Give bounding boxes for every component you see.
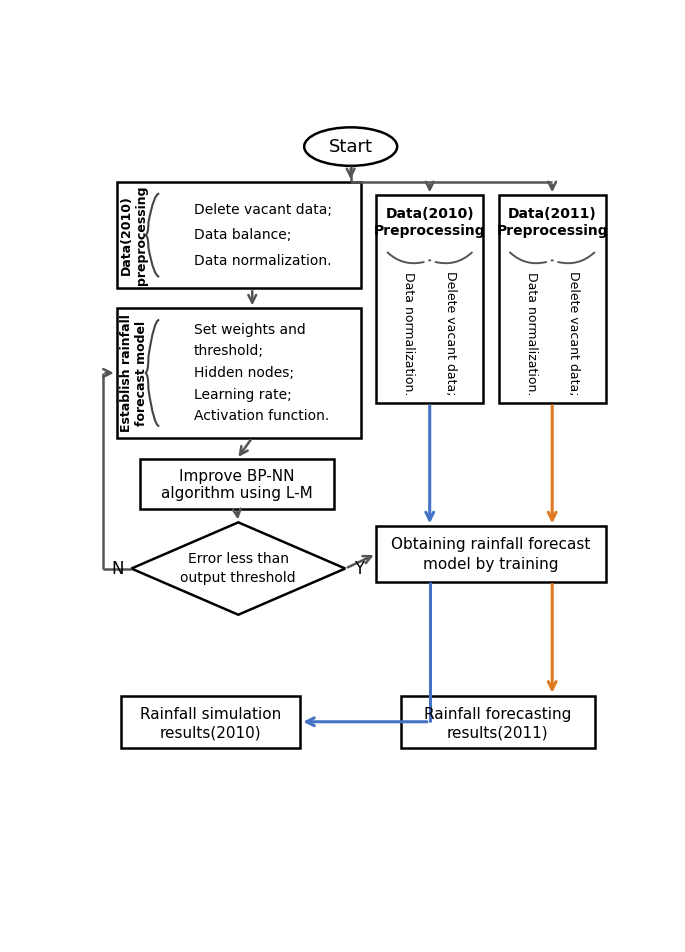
Text: Hidden nodes;: Hidden nodes; xyxy=(194,366,294,380)
Text: results(2011): results(2011) xyxy=(447,725,549,740)
Text: Obtaining rainfall forecast: Obtaining rainfall forecast xyxy=(391,537,590,552)
Ellipse shape xyxy=(304,128,397,166)
Text: Preprocessing: Preprocessing xyxy=(497,224,608,237)
Text: Error less than: Error less than xyxy=(188,551,289,565)
Text: Rainfall forecasting: Rainfall forecasting xyxy=(424,706,571,722)
Text: Preprocessing: Preprocessing xyxy=(374,224,486,237)
Bar xyxy=(116,182,361,288)
Text: Delete vacant data;: Delete vacant data; xyxy=(444,271,457,396)
Bar xyxy=(376,526,606,582)
Bar xyxy=(121,696,300,748)
Text: Data(2011): Data(2011) xyxy=(508,207,597,221)
Text: Set weights and: Set weights and xyxy=(194,323,306,337)
Bar xyxy=(499,195,606,403)
Text: Data(2010): Data(2010) xyxy=(386,207,474,221)
Text: N: N xyxy=(111,560,124,578)
Text: output threshold: output threshold xyxy=(180,571,296,585)
Text: Data normalization.: Data normalization. xyxy=(402,272,415,395)
Bar xyxy=(401,696,595,748)
Bar xyxy=(376,195,483,403)
Text: Data(2010)
preprocessing: Data(2010) preprocessing xyxy=(120,186,148,285)
Text: Y: Y xyxy=(354,560,364,578)
Text: Data normalization.: Data normalization. xyxy=(194,254,332,268)
Text: threshold;: threshold; xyxy=(194,345,264,358)
Text: Delete vacant data;: Delete vacant data; xyxy=(566,271,580,396)
Text: Establish rainfall
forecast model: Establish rainfall forecast model xyxy=(120,314,148,432)
Polygon shape xyxy=(132,523,345,615)
Text: algorithm using L-M: algorithm using L-M xyxy=(161,486,312,502)
Text: Start: Start xyxy=(329,138,373,155)
Bar xyxy=(116,308,361,438)
Text: Delete vacant data;: Delete vacant data; xyxy=(194,203,332,217)
Text: results(2010): results(2010) xyxy=(160,725,261,740)
Text: Data normalization.: Data normalization. xyxy=(525,272,538,395)
Text: model by training: model by training xyxy=(423,557,559,572)
Text: Data balance;: Data balance; xyxy=(194,228,292,242)
Text: Rainfall simulation: Rainfall simulation xyxy=(140,706,281,722)
Text: Improve BP-NN: Improve BP-NN xyxy=(179,468,295,484)
Bar xyxy=(140,459,334,509)
Text: Learning rate;: Learning rate; xyxy=(194,387,292,402)
Text: Activation function.: Activation function. xyxy=(194,409,329,423)
